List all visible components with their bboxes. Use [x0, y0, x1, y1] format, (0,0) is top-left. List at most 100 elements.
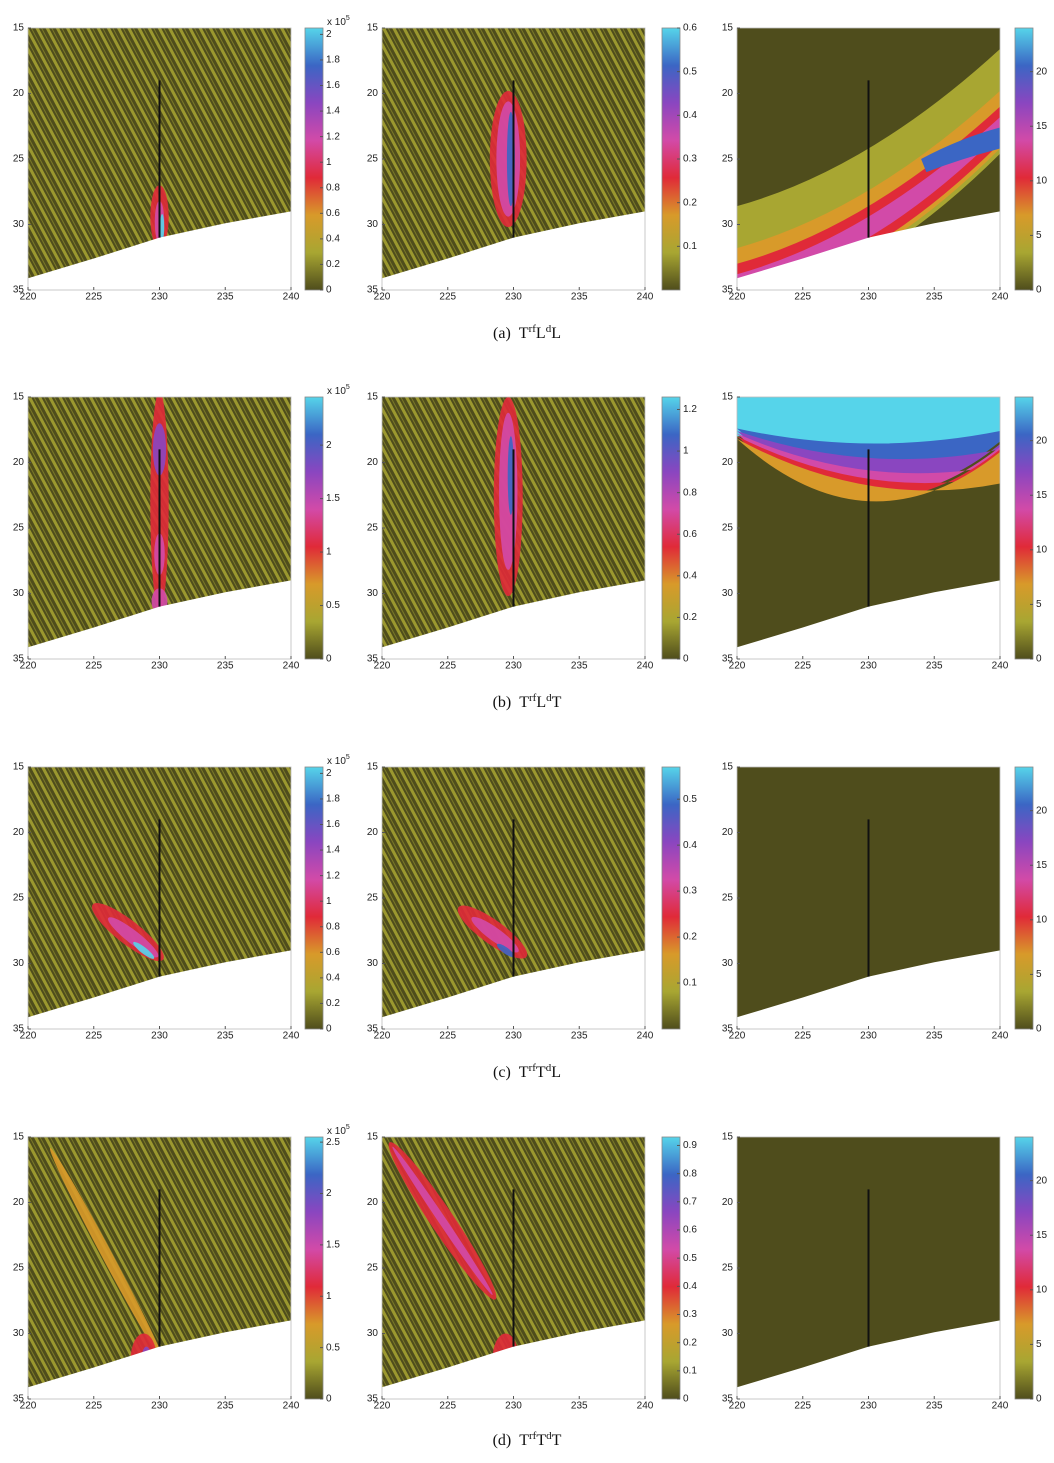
x-tick-label: 240	[992, 1401, 1009, 1412]
colorbar-tick-label: 0.8	[683, 487, 697, 498]
caption-term: L	[551, 1064, 561, 1081]
field-band	[737, 106, 1000, 290]
y-tick-label: 15	[13, 392, 25, 403]
x-tick-label: 225	[439, 1401, 456, 1412]
colorbar-exponent: x 105	[327, 754, 350, 767]
colorbar	[304, 1136, 324, 1400]
x-tick-label: 220	[729, 661, 746, 672]
y-tick-label: 30	[367, 588, 379, 599]
exponent-power: 5	[346, 1124, 350, 1131]
y-tick-label: 20	[367, 88, 379, 99]
y-tick-label: 20	[722, 457, 734, 468]
y-tick-label: 30	[722, 219, 734, 230]
y-tick-label: 35	[367, 654, 379, 665]
field-feature	[160, 214, 165, 241]
x-tick-label: 235	[926, 1401, 943, 1412]
field-feature	[49, 1148, 164, 1362]
colorbar-tick-label: 0.4	[683, 840, 697, 851]
colorbar-tick-label: 15	[1036, 1230, 1048, 1241]
caption-superscript: d	[546, 1062, 552, 1074]
y-tick-label: 15	[13, 762, 25, 773]
caption-term: T	[519, 325, 529, 342]
colorbar-tick-label: 0.1	[683, 978, 697, 989]
seabed	[737, 580, 1000, 659]
field-band	[737, 433, 1000, 497]
colorbar-tick-label: 0	[683, 1394, 689, 1405]
exponent-power: 5	[346, 384, 350, 391]
y-tick-label: 20	[722, 1197, 734, 1208]
colorbar	[661, 396, 681, 660]
y-tick-label: 20	[367, 1197, 379, 1208]
exponent-power: 5	[346, 754, 350, 761]
caption-superscript: rf	[529, 1062, 537, 1074]
x-tick-label: 240	[992, 661, 1009, 672]
x-tick-label: 230	[860, 1401, 877, 1412]
y-tick-label: 15	[13, 1132, 25, 1143]
colorbar-tick-label: 1.5	[326, 493, 340, 504]
x-tick-label: 225	[439, 292, 456, 303]
colorbar-exponent: x 105	[327, 384, 350, 397]
caption-term: L	[536, 325, 546, 342]
y-tick-label: 15	[367, 1132, 379, 1143]
field-band	[737, 436, 1000, 499]
colorbar-tick-label: 1.6	[326, 819, 340, 830]
y-tick-label: 15	[722, 23, 734, 34]
colorbar-tick-label: 0.3	[683, 1309, 697, 1320]
colorbar-tick-label: 1.5	[326, 1240, 340, 1251]
exponent-base: x 10	[327, 1126, 346, 1137]
y-tick-label: 20	[367, 457, 379, 468]
colorbar-tick-label: 15	[1036, 121, 1048, 132]
x-tick-label: 235	[217, 1401, 234, 1412]
x-tick-label: 230	[505, 1401, 522, 1412]
seabed	[382, 580, 645, 659]
y-tick-label: 15	[722, 762, 734, 773]
field-feature	[507, 436, 515, 515]
colorbar-tick-label: 0	[326, 1394, 332, 1405]
seabed	[737, 211, 1000, 290]
colorbar-tick-label: 0	[326, 1024, 332, 1035]
colorbar-tick-label: 1.4	[326, 106, 340, 117]
colorbar-tick-label: 0.6	[683, 1225, 697, 1236]
y-tick-label: 30	[13, 588, 25, 599]
colorbar-tick-label: 2	[326, 1188, 332, 1199]
x-tick-label: 225	[794, 1031, 811, 1042]
x-tick-label: 225	[85, 661, 102, 672]
colorbar-tick-label: 10	[1036, 544, 1048, 555]
x-tick-label: 225	[85, 1401, 102, 1412]
y-tick-label: 25	[722, 1263, 734, 1274]
colorbar-tick-label: 0.4	[683, 1281, 697, 1292]
x-tick-label: 230	[151, 1031, 168, 1042]
x-tick-label: 225	[794, 661, 811, 672]
y-tick-label: 15	[367, 392, 379, 403]
colorbar-exponent: x 105	[327, 1124, 350, 1137]
x-tick-label: 240	[283, 1031, 300, 1042]
colorbar-tick-label: 0.4	[326, 234, 340, 245]
field-feature	[496, 943, 515, 958]
colorbar-tick-label: 0	[683, 654, 689, 665]
panel: 220 225 230 235 240 15 20 25 30 35 0 5 10 15 20	[722, 762, 1048, 1042]
caption-superscript: d	[546, 323, 552, 335]
colorbar-tick-label: 5	[1036, 230, 1042, 241]
y-tick-label: 15	[13, 23, 25, 34]
caption-superscript: rf	[529, 323, 537, 335]
caption-term: T	[552, 694, 562, 711]
x-tick-label: 235	[571, 1031, 588, 1042]
colorbar-tick-label: 0	[326, 285, 332, 296]
x-tick-label: 230	[505, 1031, 522, 1042]
colorbar-tick-label: 20	[1036, 435, 1048, 446]
caption-term: T	[519, 1064, 529, 1081]
y-tick-label: 35	[13, 285, 25, 296]
y-tick-label: 20	[13, 1197, 25, 1208]
x-tick-label: 240	[283, 661, 300, 672]
seabed	[382, 950, 645, 1029]
seabed	[28, 950, 291, 1029]
colorbar-tick-label: 0.8	[326, 182, 340, 193]
colorbar-tick-label: 0.6	[683, 23, 697, 34]
x-tick-label: 220	[729, 292, 746, 303]
caption-label: (a)	[493, 325, 511, 342]
x-tick-label: 235	[926, 661, 943, 672]
x-tick-label: 220	[20, 292, 37, 303]
y-tick-label: 30	[367, 1328, 379, 1339]
caption-superscript: d	[546, 1430, 552, 1442]
